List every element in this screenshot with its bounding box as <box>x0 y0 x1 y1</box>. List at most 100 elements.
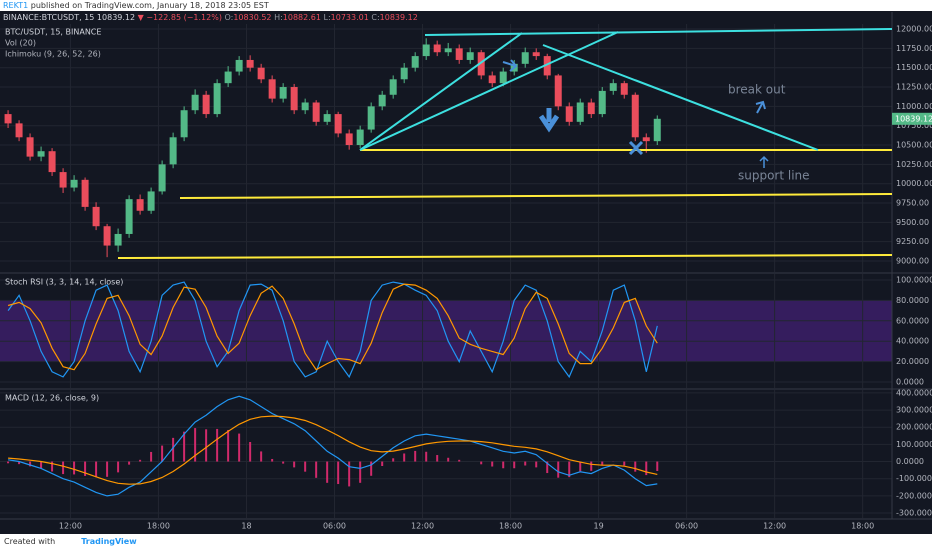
candle-body <box>213 83 221 115</box>
low: 10733.01 <box>330 13 369 22</box>
change: ▼ −122.85 (−1.12%) <box>137 13 222 22</box>
y-tick-label: 100.0000 <box>896 440 932 449</box>
candle-body <box>521 52 529 64</box>
x-tick-label: 18:00 <box>851 522 874 531</box>
histogram-bar <box>183 431 186 462</box>
candle-body <box>290 87 298 111</box>
candle-body <box>378 94 386 107</box>
histogram-bar <box>194 428 197 462</box>
x-tick-label: 19 <box>593 522 603 531</box>
label: O: <box>224 13 234 22</box>
pane-title: Stoch RSI (3, 3, 14, 14, close) <box>5 278 123 287</box>
histogram-bar <box>73 461 76 475</box>
candle-body <box>180 110 188 138</box>
candle-body <box>312 102 320 122</box>
histogram-bar <box>117 461 120 473</box>
histogram-bar <box>425 451 428 462</box>
last-price: 10839.12 <box>96 13 136 22</box>
y-tick-label: 11500.00 <box>896 63 932 72</box>
y-tick-label: 80.0000 <box>896 296 929 305</box>
candle-body <box>543 56 551 76</box>
histogram-bar <box>293 461 296 468</box>
pane-title: BTC/USDT, 15, BINANCE <box>5 28 101 37</box>
label: H: <box>274 13 283 22</box>
line-series <box>8 415 658 485</box>
y-tick-label: 300.0000 <box>896 406 932 415</box>
candle-body <box>59 172 67 188</box>
histogram-bar <box>348 461 351 487</box>
x-tick-label: 18:00 <box>499 522 522 531</box>
candle-body <box>169 137 177 165</box>
author[interactable]: REKT1 <box>3 1 29 10</box>
candle-body <box>422 44 430 57</box>
price-tag <box>892 112 932 125</box>
histogram-bar <box>458 459 461 462</box>
indicator-label: Ichimoku (9, 26, 52, 26) <box>5 50 101 59</box>
x-tick-label: 18 <box>241 522 251 531</box>
candle-body <box>246 59 254 68</box>
candle-body <box>202 94 210 115</box>
y-tick-label: -200.0000 <box>896 491 932 500</box>
y-tick-label: 10750.00 <box>896 121 932 130</box>
y-tick-label: 9250.00 <box>896 237 929 246</box>
histogram-bar <box>282 461 285 464</box>
y-tick-label: 11250.00 <box>896 83 932 92</box>
histogram-bar <box>535 461 538 468</box>
histogram-bar <box>623 461 626 466</box>
histogram-bar <box>436 455 439 462</box>
y-tick-label: 9000.00 <box>896 257 929 266</box>
candle-body <box>444 48 452 53</box>
marks <box>4 38 661 497</box>
arrow <box>759 155 769 168</box>
histogram-bar <box>579 461 582 472</box>
candle-body <box>48 151 56 173</box>
candle-body <box>235 59 243 72</box>
trend-line <box>359 31 619 151</box>
y-tick-label: 40.0000 <box>896 337 929 346</box>
candle-body <box>642 137 650 142</box>
histogram-bar <box>557 461 560 478</box>
labels: 9000.00 9250.00 9500.00 9750.00 10000.00 1025… <box>5 25 932 531</box>
band <box>0 300 892 362</box>
support-line <box>179 193 893 199</box>
candle-body <box>576 102 584 122</box>
candle-body <box>81 179 89 207</box>
candle-body <box>411 56 419 68</box>
histogram-bar <box>546 461 549 474</box>
publish-info: published on TradingView.com, January 18… <box>30 1 269 10</box>
y-tick-label: 12000.00 <box>896 25 932 34</box>
histogram-bar <box>216 428 219 462</box>
line-series <box>8 395 658 497</box>
brand[interactable]: TradingView <box>81 537 137 546</box>
histogram-bar <box>381 461 384 467</box>
indicator-label: Vol (20) <box>5 39 36 48</box>
candle-body <box>279 87 287 99</box>
pane-title: MACD (12, 26, close, 9) <box>5 394 99 403</box>
x-tick-label: 06:00 <box>675 522 698 531</box>
trend-line <box>542 44 819 151</box>
histogram-bar <box>150 451 153 462</box>
histogram-bar <box>84 461 87 476</box>
y-tick-label: 9750.00 <box>896 199 929 208</box>
line-series <box>7 283 658 371</box>
candle-body <box>4 114 12 124</box>
histogram-bar <box>62 461 65 475</box>
y-tick-label: 9500.00 <box>896 218 929 227</box>
y-tick-label: 10500.00 <box>896 141 932 150</box>
histogram-bar <box>326 461 329 483</box>
y-tick-label: 0.0000 <box>896 377 924 386</box>
x-tick-label: 12:00 <box>59 522 82 531</box>
histogram-bar <box>568 461 571 478</box>
histogram-bar <box>227 429 230 462</box>
candle-body <box>70 179 78 188</box>
y-tick-label: 11750.00 <box>896 44 932 53</box>
arrow <box>502 59 518 72</box>
histogram-bar <box>337 461 340 485</box>
publish-bar: REKT1 published on TradingView.com, Janu… <box>0 0 932 11</box>
candle-body <box>400 67 408 80</box>
candle-body <box>587 102 595 115</box>
candle-body <box>565 106 573 122</box>
